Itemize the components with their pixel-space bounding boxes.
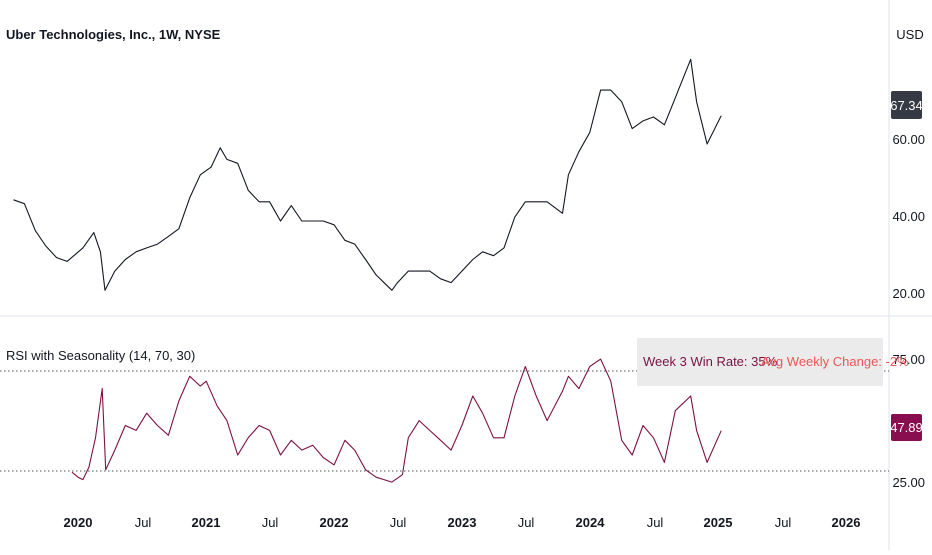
time-label-2025: 2025 xyxy=(704,515,733,530)
time-axis: 2020 Jul 2021 Jul 2022 Jul 2023 Jul 2024… xyxy=(64,515,861,530)
time-label-jul-2025: Jul xyxy=(775,515,792,530)
rsi-axis-ticks: 75.00 25.00 xyxy=(892,352,925,490)
annotation-win-rate: Week 3 Win Rate: 35% xyxy=(643,354,778,369)
price-last-value: 67.34 xyxy=(890,98,923,113)
time-label-2026: 2026 xyxy=(832,515,861,530)
rsi-tick-75: 75.00 xyxy=(892,352,925,367)
time-label-jul-2020: Jul xyxy=(135,515,152,530)
rsi-tick-25: 25.00 xyxy=(892,475,925,490)
price-chart-title: Uber Technologies, Inc., 1W, NYSE xyxy=(6,27,221,42)
price-tick-60: 60.00 xyxy=(892,132,925,147)
time-label-2022: 2022 xyxy=(320,515,349,530)
time-label-jul-2021: Jul xyxy=(262,515,279,530)
price-last-value-badge: 67.34 xyxy=(890,91,923,119)
time-label-jul-2022: Jul xyxy=(390,515,407,530)
rsi-title: RSI with Seasonality (14, 70, 30) xyxy=(6,348,195,363)
time-label-2020: 2020 xyxy=(64,515,93,530)
currency-label: USD xyxy=(896,27,923,42)
time-label-jul-2023: Jul xyxy=(518,515,535,530)
seasonality-annotation: Week 3 Win Rate: 35% Avg Weekly Change: … xyxy=(637,338,909,386)
time-label-2021: 2021 xyxy=(192,515,221,530)
rsi-last-value-badge: 47.89 xyxy=(890,414,923,441)
time-label-jul-2024: Jul xyxy=(647,515,664,530)
price-line xyxy=(13,58,722,291)
time-label-2023: 2023 xyxy=(448,515,477,530)
rsi-badge-background xyxy=(891,414,922,441)
price-tick-20: 20.00 xyxy=(892,286,925,301)
price-axis-ticks: 60.00 40.00 20.00 xyxy=(892,132,925,301)
annotation-background xyxy=(637,338,883,386)
price-badge-background xyxy=(891,91,922,119)
price-tick-40: 40.00 xyxy=(892,209,925,224)
time-label-2024: 2024 xyxy=(576,515,606,530)
rsi-line xyxy=(71,358,722,483)
rsi-last-value: 47.89 xyxy=(890,420,923,435)
annotation-weekly-change: Avg Weekly Change: -2% xyxy=(761,354,909,369)
